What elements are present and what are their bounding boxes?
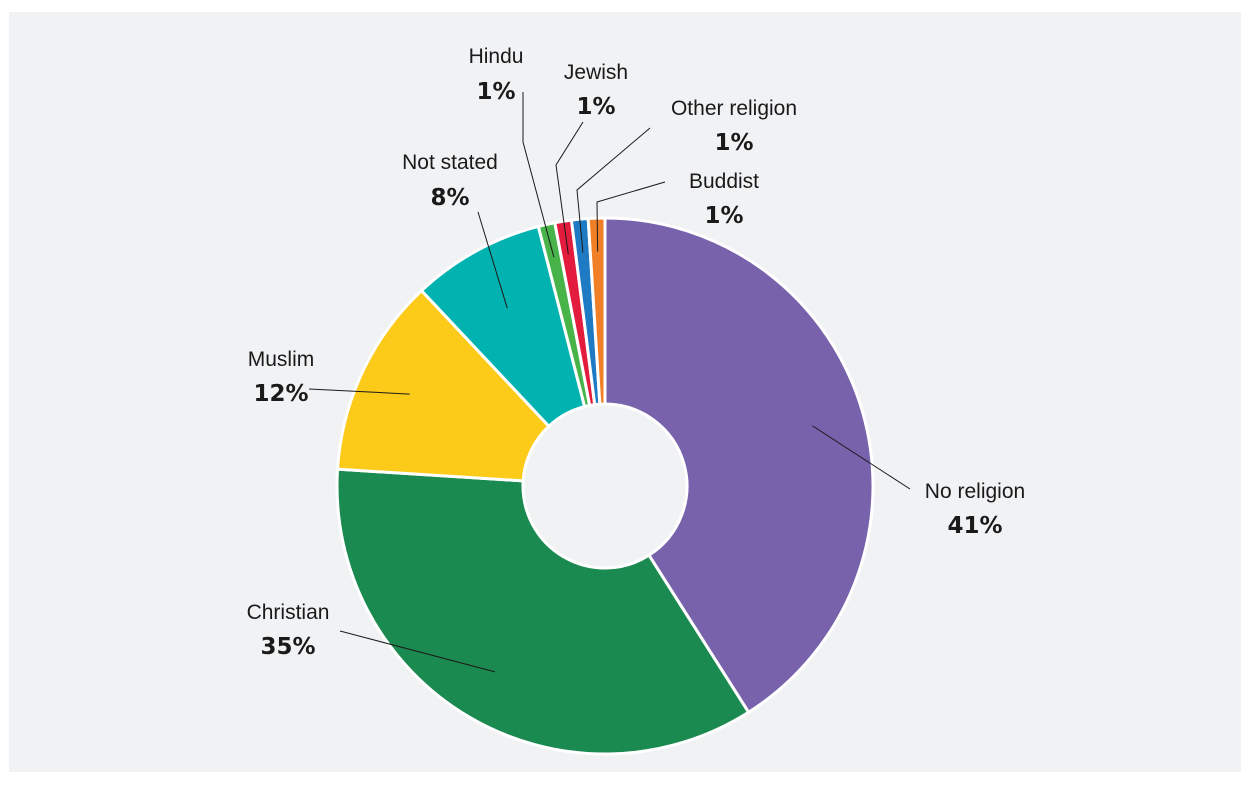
slice-label-hindu: Hindu 1% — [469, 45, 524, 105]
label-name-jewish: Jewish — [564, 61, 628, 84]
leader-line-christian — [339, 630, 496, 673]
leader-line-jewish — [555, 121, 584, 255]
slice-no-religion — [603, 216, 875, 714]
slice-christian — [335, 467, 751, 756]
slice-label-jewish: Jewish 1% — [564, 61, 628, 120]
label-name-other-religion: Other religion — [671, 97, 797, 120]
label-value-not-stated: 8% — [430, 185, 469, 211]
slice-label-no-religion: No religion 41% — [925, 480, 1025, 539]
leader-line-muslim — [308, 388, 410, 395]
label-value-hindu: 1% — [476, 79, 515, 105]
slice-label-muslim: Muslim 12% — [248, 348, 315, 407]
label-value-buddist: 1% — [704, 203, 743, 229]
leader-line-no-religion — [812, 425, 911, 490]
leader-line-other-religion — [576, 127, 651, 253]
label-name-christian: Christian — [247, 601, 330, 624]
label-name-buddist: Buddist — [689, 170, 759, 193]
leader-lines — [308, 92, 911, 673]
donut-slices — [335, 216, 875, 756]
label-name-muslim: Muslim — [248, 348, 315, 371]
slice-muslim — [336, 289, 551, 483]
leader-line-hindu — [522, 92, 555, 258]
slice-label-buddist: Buddist 1% — [689, 170, 759, 229]
label-value-christian: 35% — [260, 634, 315, 660]
slice-buddist — [586, 216, 607, 406]
leader-line-not-stated — [477, 211, 508, 309]
slice-label-other-religion: Other religion 1% — [671, 97, 797, 156]
label-value-other-religion: 1% — [714, 130, 753, 156]
label-name-hindu: Hindu — [469, 45, 524, 68]
label-name-no-religion: No religion — [925, 480, 1025, 503]
label-name-not-stated: Not stated — [402, 151, 498, 174]
label-value-jewish: 1% — [576, 94, 615, 120]
leader-line-buddist — [596, 181, 666, 252]
slice-label-christian: Christian 35% — [247, 601, 330, 660]
label-value-muslim: 12% — [253, 381, 308, 407]
label-value-no-religion: 41% — [947, 513, 1002, 539]
slice-label-not-stated: Not stated 8% — [402, 151, 498, 211]
